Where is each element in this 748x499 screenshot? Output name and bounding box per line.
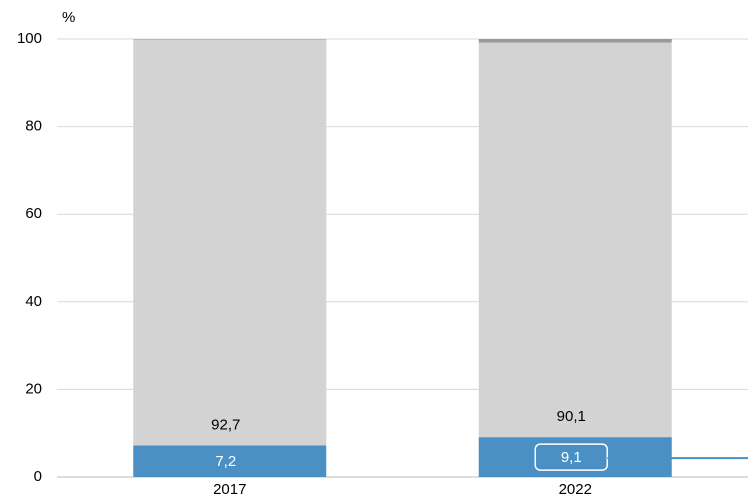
value-label: 7,2 — [215, 453, 236, 470]
bar-segment — [133, 445, 327, 477]
y-tick-label: 20 — [25, 380, 42, 397]
y-tick-label: 60 — [25, 205, 42, 222]
bar-segment — [133, 39, 327, 446]
bar-segment — [478, 39, 672, 43]
y-tick-label: 80 — [25, 118, 42, 135]
x-tick-label: 2017 — [213, 481, 246, 498]
y-axis-label: % — [62, 9, 75, 26]
x-tick-label: 2022 — [559, 481, 592, 498]
y-tick-label: 40 — [25, 293, 42, 310]
y-tick-label: 0 — [34, 468, 42, 485]
value-label: 92,7 — [211, 416, 240, 433]
y-tick-label: 100 — [17, 30, 42, 47]
bar-segment — [478, 42, 672, 438]
value-label: 90,1 — [557, 408, 586, 425]
value-label: 9,1 — [561, 449, 582, 466]
